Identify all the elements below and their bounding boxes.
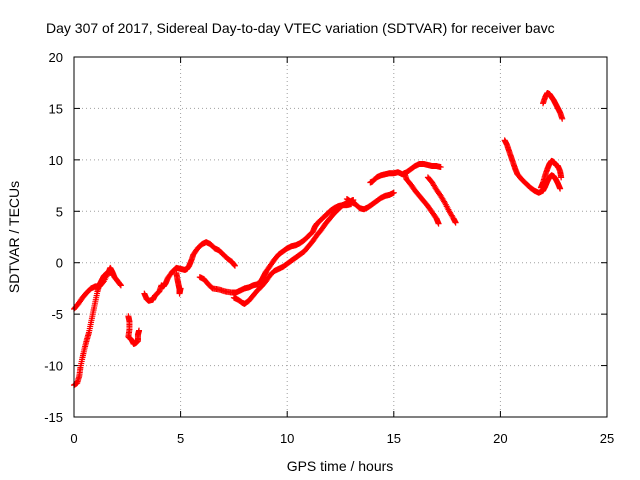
series-arc-12 <box>424 174 459 226</box>
y-tick-labels: -15 -10 -5 0 5 10 15 20 <box>44 50 63 425</box>
y-axis-label: SDTVAR / TECUs <box>6 181 22 293</box>
series-arc-5 <box>173 270 184 297</box>
plot-frame <box>73 56 608 418</box>
series-arc-14 <box>537 157 565 191</box>
series-arc-3 <box>125 313 143 347</box>
data-point <box>117 281 124 288</box>
y-tick-label: 0 <box>56 256 63 271</box>
y-tick-label: -10 <box>44 359 63 374</box>
y-tick-label: 10 <box>49 153 63 168</box>
series-arc-2 <box>71 268 114 389</box>
grid-lines <box>74 57 607 417</box>
y-tick-label: -15 <box>44 410 63 425</box>
series-arc-7 <box>230 196 357 307</box>
series-arc-9 <box>343 189 397 213</box>
data-point <box>136 327 143 334</box>
data-point <box>452 219 459 226</box>
axis-ticks <box>73 56 608 418</box>
x-tick-label: 20 <box>493 431 507 446</box>
series-arc-11 <box>401 170 442 227</box>
y-tick-label: 5 <box>56 204 63 219</box>
x-tick-labels: 0 5 10 15 20 25 <box>70 431 614 446</box>
data-points <box>71 90 566 389</box>
data-point <box>117 282 124 289</box>
data-point <box>558 174 565 181</box>
series-arc-4 <box>141 239 238 304</box>
data-point <box>557 185 564 192</box>
series-arc-13 <box>501 137 564 196</box>
data-point <box>437 164 444 171</box>
data-point <box>231 261 238 268</box>
data-point <box>559 115 566 122</box>
y-tick-label: -5 <box>51 307 63 322</box>
data-point <box>435 220 442 227</box>
data-point <box>107 270 114 276</box>
y-tick-label: 20 <box>49 50 63 65</box>
x-tick-label: 25 <box>600 431 614 446</box>
series-arc-8 <box>262 201 355 275</box>
series-arc-15 <box>540 90 566 122</box>
y-tick-label: 15 <box>49 101 63 116</box>
data-point <box>177 285 184 292</box>
x-tick-label: 5 <box>177 431 184 446</box>
x-tick-label: 0 <box>70 431 77 446</box>
x-axis-label: GPS time / hours <box>287 458 394 474</box>
x-tick-label: 10 <box>280 431 294 446</box>
data-point <box>231 262 238 269</box>
chart-title: Day 307 of 2017, Sidereal Day-to-day VTE… <box>46 20 555 36</box>
x-tick-label: 15 <box>387 431 401 446</box>
data-point <box>390 189 397 196</box>
